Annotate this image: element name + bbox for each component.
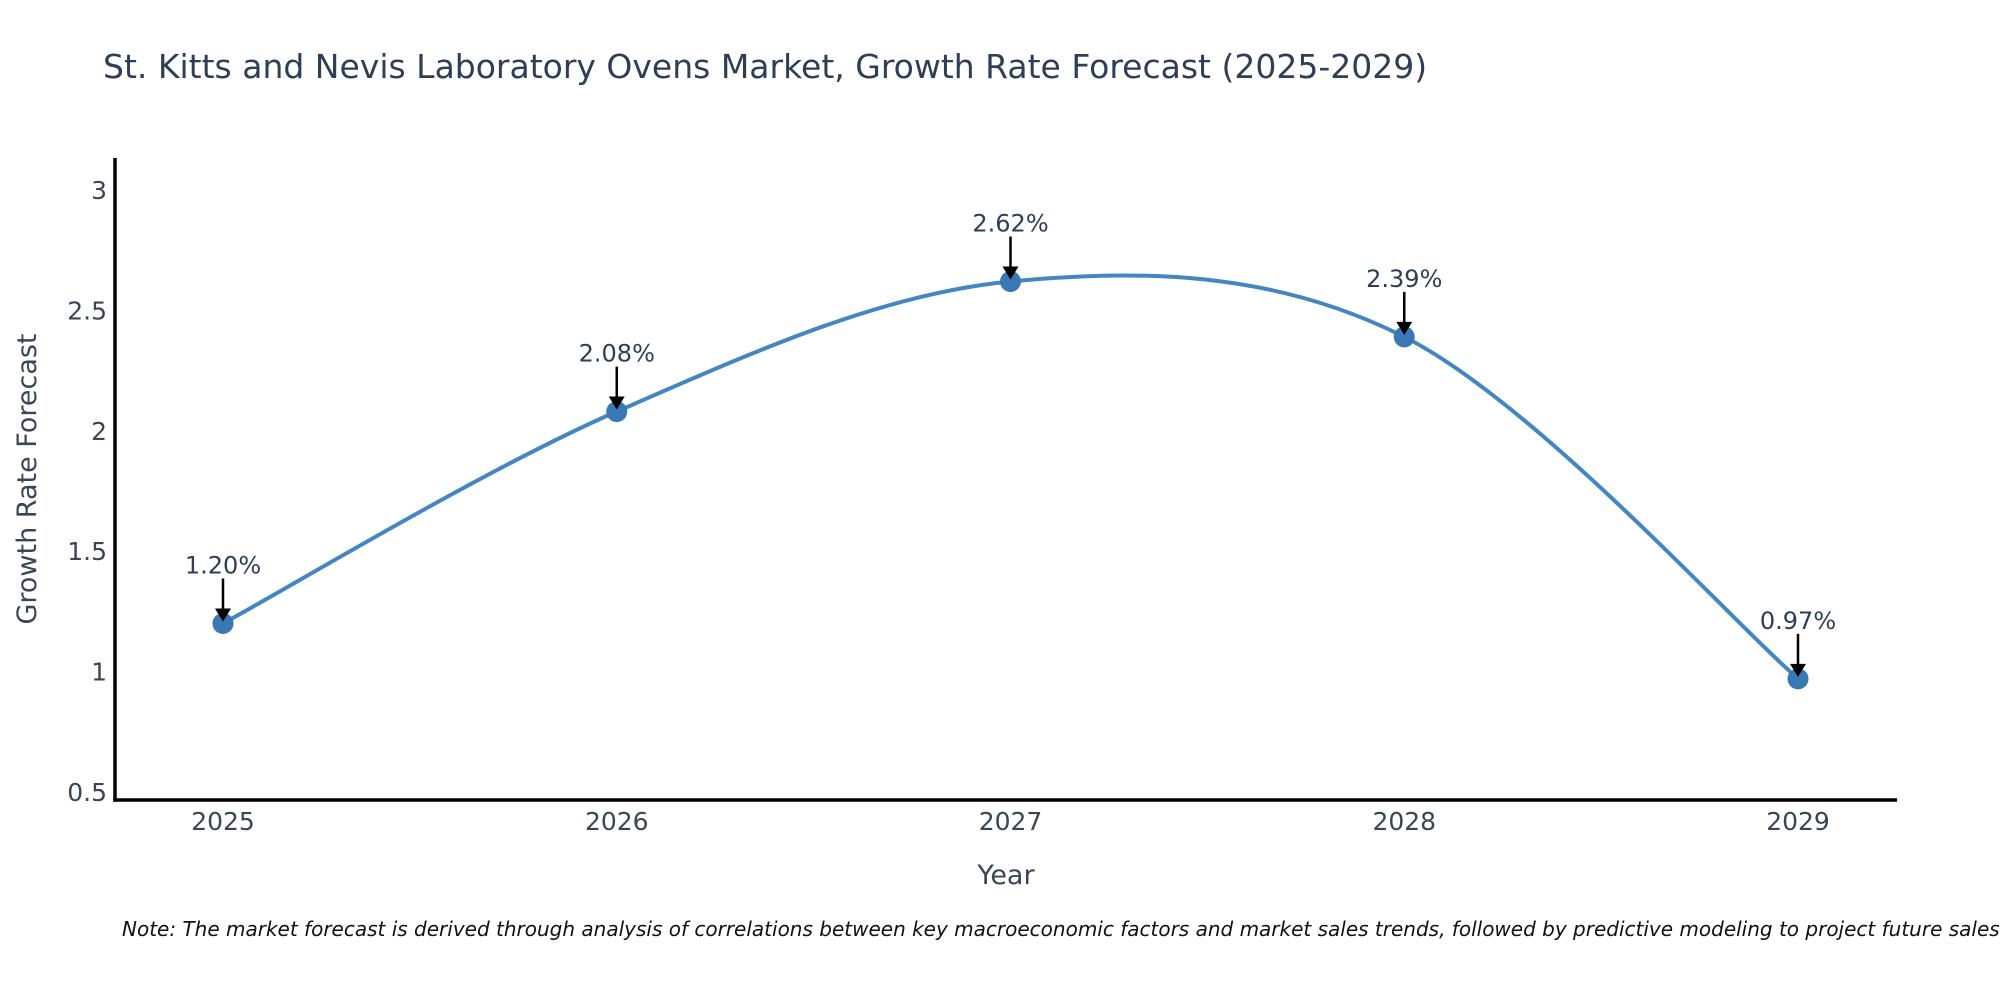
point-annotation-2029: 0.97% xyxy=(1760,607,1836,635)
x-axis-title: Year xyxy=(976,860,1035,891)
data-point-2026[interactable] xyxy=(606,401,628,423)
data-point-2028[interactable] xyxy=(1393,326,1415,348)
footnote: Note: The market forecast is derived thr… xyxy=(122,917,2000,941)
data-point-2025[interactable] xyxy=(212,612,234,634)
point-annotation-2025: 1.20% xyxy=(185,551,261,579)
x-tick-label-2027: 2027 xyxy=(979,807,1043,836)
y-tick-label-0.5: 0.5 xyxy=(67,778,107,807)
data-point-2027[interactable] xyxy=(1000,271,1021,293)
series-line xyxy=(221,273,1800,681)
annotation-arrowhead-icon xyxy=(1396,321,1413,335)
annotation-arrowhead-icon xyxy=(608,396,625,410)
chart-title: St. Kitts and Nevis Laboratory Ovens Mar… xyxy=(103,47,1428,86)
x-tick-label-2025: 2025 xyxy=(191,807,255,836)
y-tick-label-3: 3 xyxy=(91,176,107,205)
annotation-arrowhead-icon xyxy=(1790,663,1806,677)
x-tick-label-2029: 2029 xyxy=(1766,807,1830,836)
y-tick-label-1.5: 1.5 xyxy=(67,537,107,566)
y-tick-label-2.5: 2.5 xyxy=(67,296,107,325)
data-point-2029[interactable] xyxy=(1787,668,1809,690)
point-annotation-2026: 2.08% xyxy=(579,340,655,368)
x-tick-label-2028: 2028 xyxy=(1372,807,1436,836)
y-tick-label-2: 2 xyxy=(91,417,107,446)
annotation-arrowhead-icon xyxy=(215,608,231,622)
y-tick-label-1: 1 xyxy=(91,658,107,687)
y-axis-title: Growth Rate Forecast xyxy=(12,333,43,624)
point-annotation-2027: 2.62% xyxy=(972,210,1048,238)
x-tick-label-2026: 2026 xyxy=(585,807,649,836)
point-annotation-2028: 2.39% xyxy=(1366,265,1442,293)
annotation-arrowhead-icon xyxy=(1002,266,1019,280)
